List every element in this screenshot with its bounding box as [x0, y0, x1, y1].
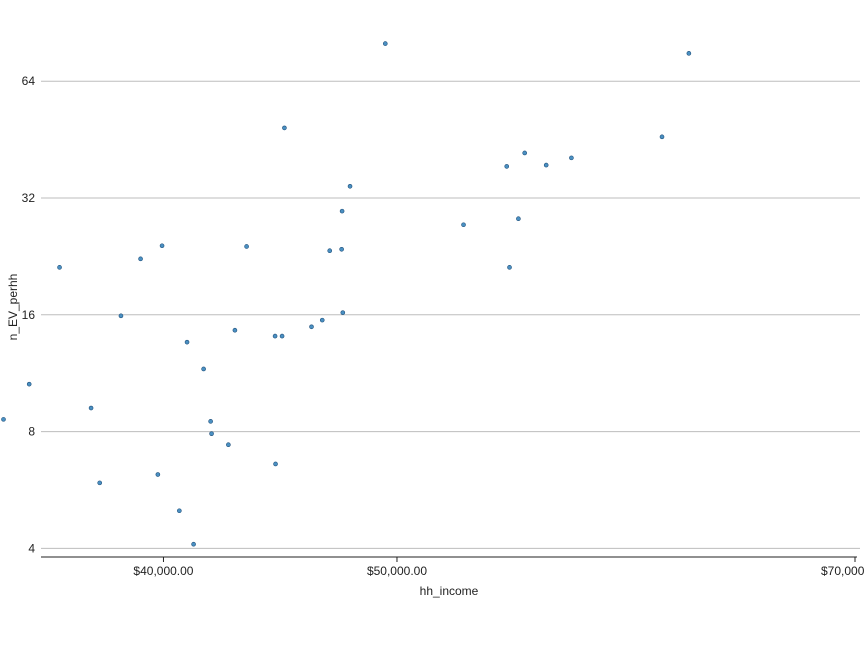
data-point-28 — [347, 183, 353, 189]
data-point-5 — [118, 313, 124, 319]
data-point-17 — [244, 244, 249, 249]
data-point-3 — [88, 405, 94, 411]
data-point-1 — [26, 381, 32, 387]
data-point-14 — [209, 431, 214, 436]
data-point-22 — [309, 324, 314, 330]
x-tick-label-0: $40,000.00 — [133, 564, 193, 578]
data-point-33 — [516, 216, 521, 221]
data-point-11 — [191, 541, 196, 547]
data-point-35 — [543, 162, 549, 168]
data-points — [1, 41, 692, 547]
y-tick-label-16: 16 — [22, 308, 36, 322]
x-tick-label-2: $70,000 — [821, 564, 864, 578]
data-point-23 — [319, 317, 325, 323]
data-point-31 — [504, 164, 510, 169]
data-point-0 — [1, 417, 6, 422]
data-point-32 — [507, 265, 512, 270]
data-point-8 — [159, 243, 165, 249]
y-tick-labels: 4 8 16 32 64 — [22, 74, 36, 555]
data-point-4 — [97, 480, 103, 486]
y-tick-label-4: 4 — [28, 541, 35, 555]
data-point-20 — [282, 125, 287, 131]
data-point-12 — [201, 366, 206, 372]
data-point-30 — [461, 222, 466, 228]
data-point-19 — [279, 333, 285, 339]
y-tick-label-8: 8 — [28, 425, 35, 439]
data-point-6 — [138, 256, 143, 262]
data-point-24 — [327, 248, 333, 254]
data-point-10 — [184, 339, 190, 345]
data-point-29 — [382, 41, 388, 46]
y-tick-label-64: 64 — [22, 74, 36, 88]
data-point-37 — [659, 134, 665, 140]
data-point-26 — [339, 208, 345, 214]
data-point-16 — [232, 327, 238, 333]
data-point-38 — [686, 51, 692, 56]
y-axis-title: n_EV_perhh — [6, 274, 20, 341]
axes — [41, 556, 857, 562]
gridlines — [41, 80, 860, 549]
data-point-13 — [208, 419, 213, 424]
data-point-18 — [272, 333, 278, 339]
y-tick-label-32: 32 — [22, 191, 36, 205]
data-point-34 — [522, 150, 528, 156]
data-point-27 — [340, 310, 346, 315]
data-point-2 — [57, 265, 62, 270]
x-axis-title: hh_income — [420, 584, 479, 598]
data-point-36 — [569, 155, 574, 161]
x-tick-labels: $40,000.00 $50,000.00 $70,000 — [133, 564, 864, 578]
data-point-25 — [339, 246, 344, 252]
data-point-15 — [226, 442, 231, 448]
data-point-9 — [177, 508, 182, 514]
data-point-7 — [155, 472, 161, 477]
x-tick-label-1: $50,000.00 — [367, 564, 427, 578]
data-point-21 — [273, 461, 278, 467]
